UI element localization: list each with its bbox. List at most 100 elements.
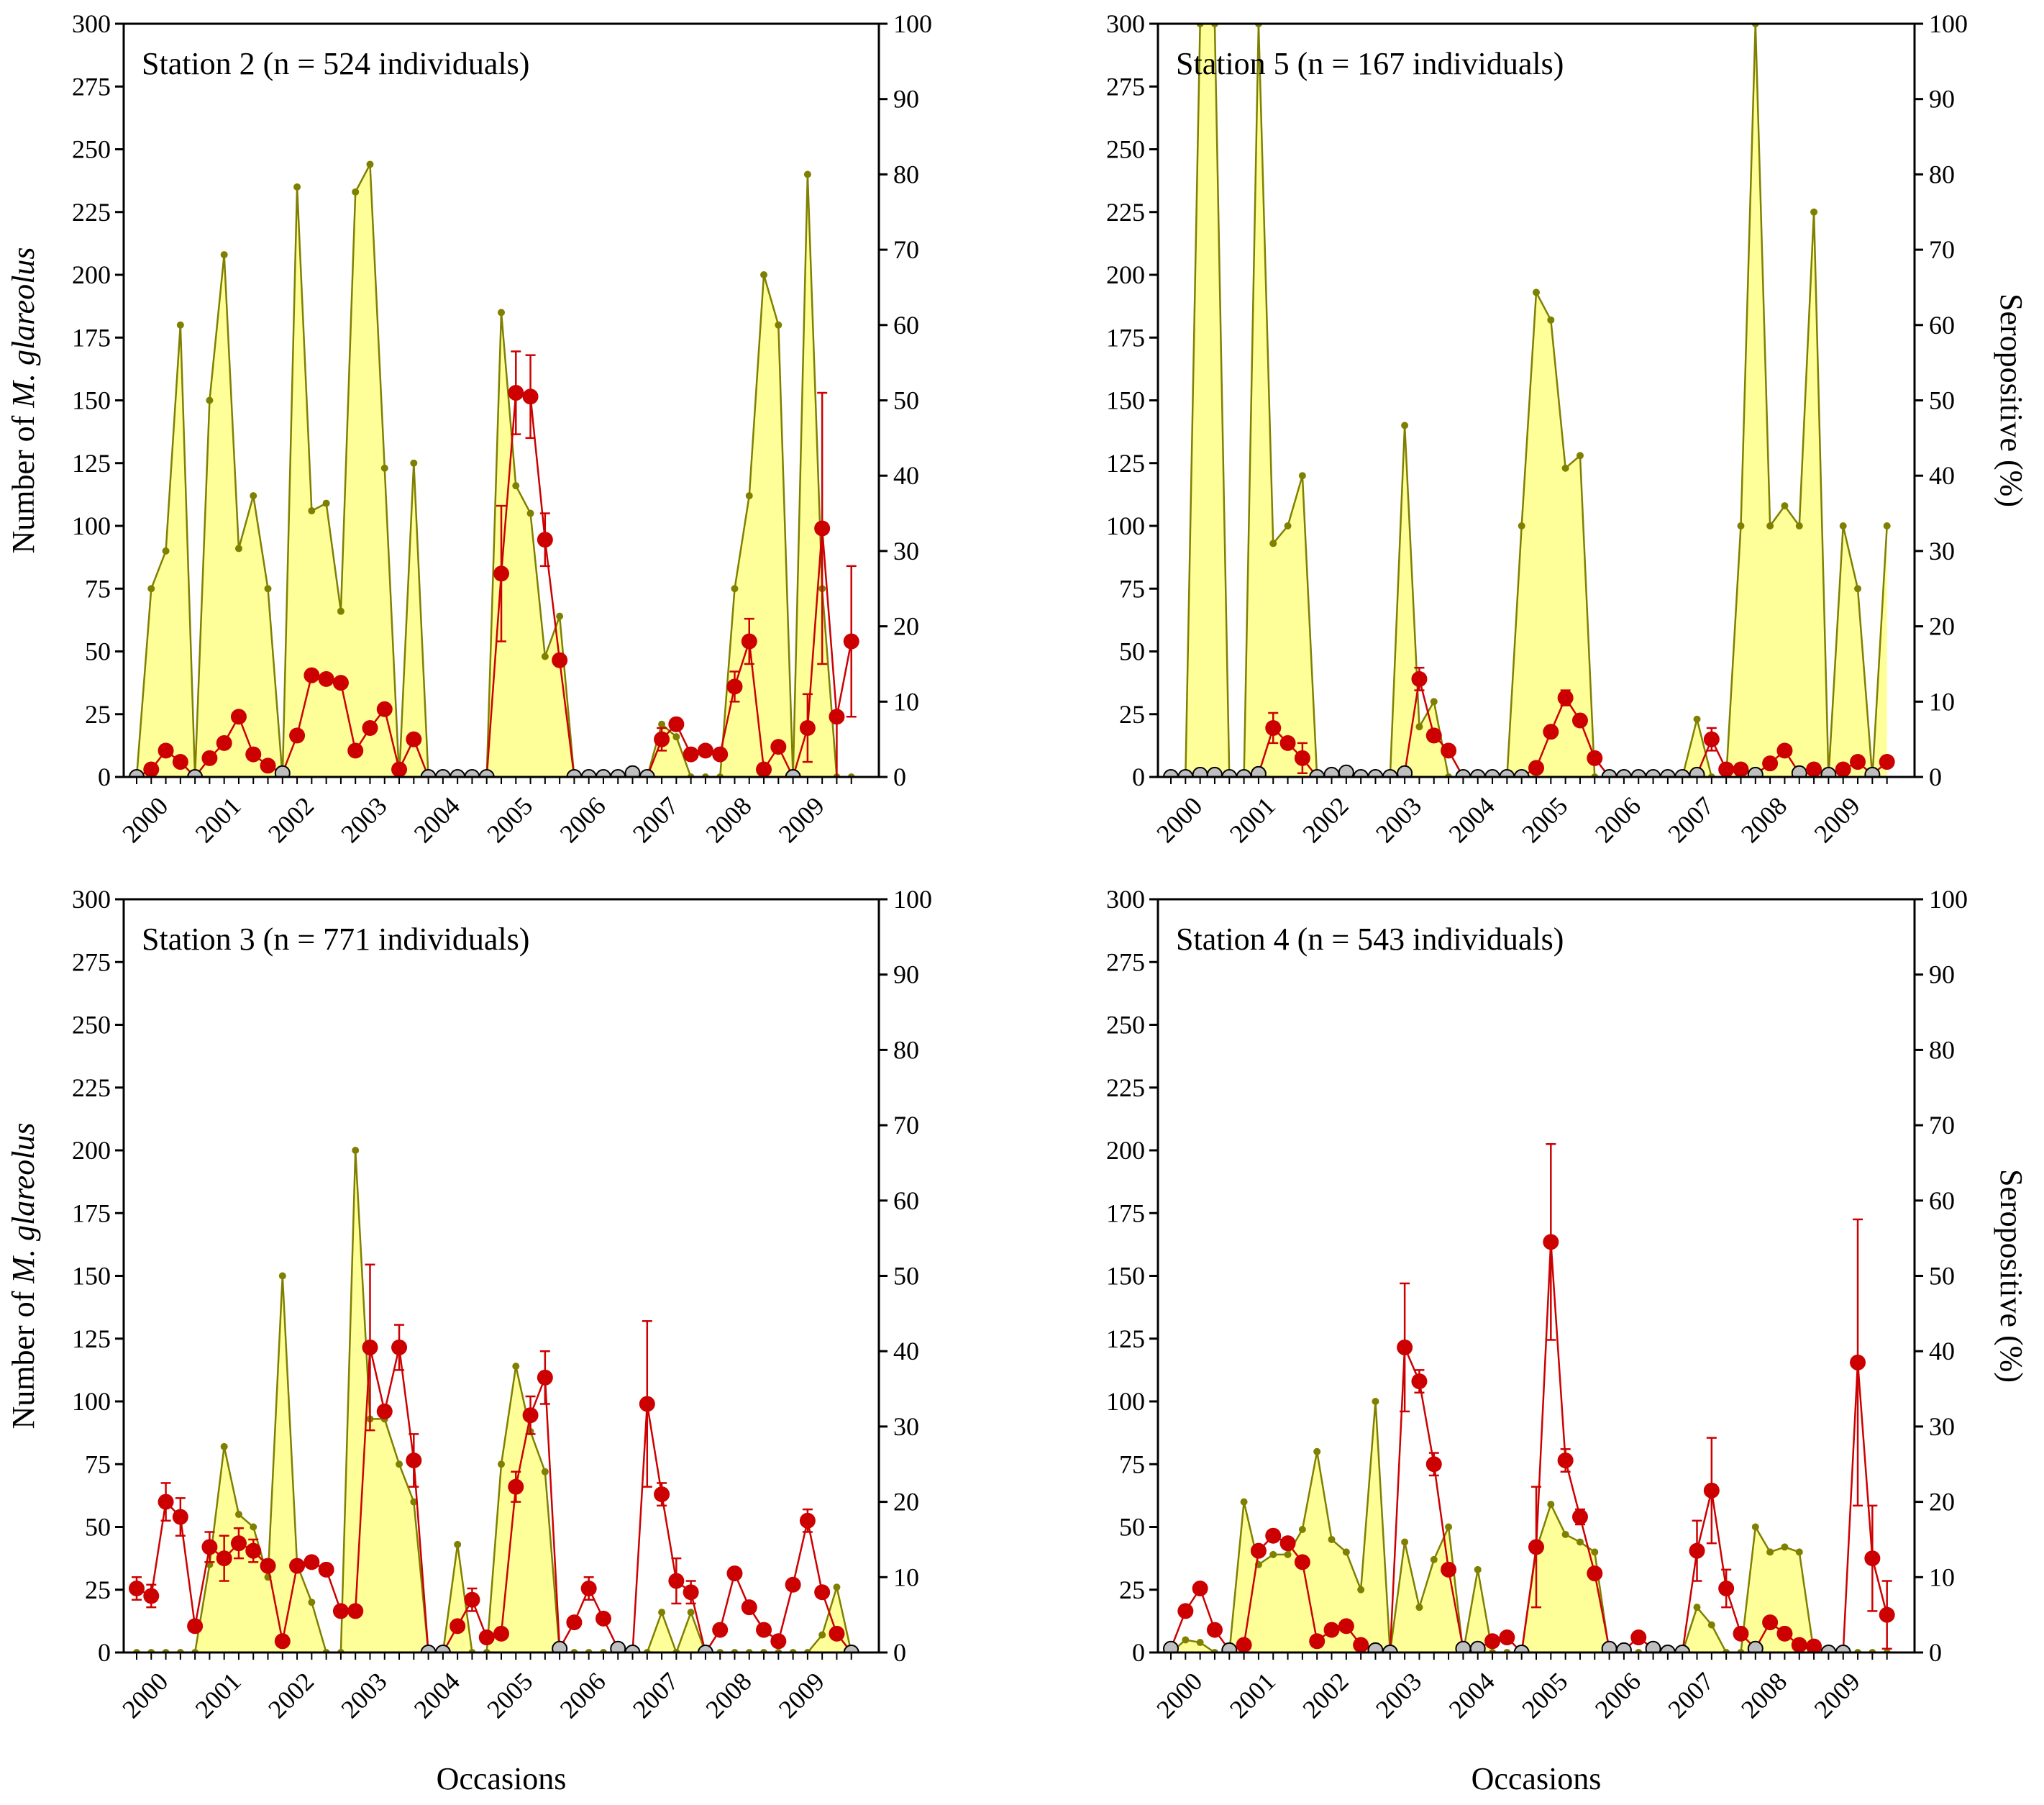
prevalence-point: [1776, 1625, 1793, 1642]
prevalence-point: [245, 746, 262, 763]
prevalence-point: [726, 1565, 743, 1582]
prevalence-point: [1557, 690, 1574, 706]
count-point: [526, 509, 534, 517]
prevalence-point: [1571, 1509, 1588, 1525]
count-point: [308, 507, 316, 515]
y-left-tick-label: 275: [1106, 947, 1145, 976]
y-left-tick-label: 25: [1119, 1576, 1145, 1604]
y-left-tick-label: 225: [72, 1073, 111, 1102]
panel-station-3: 0 25 50 75 100 125 150 175 200 225 250 275 300 0 10 20 3…: [6, 885, 932, 1796]
y-left-tick-label: 300: [1106, 885, 1145, 914]
prevalence-point: [1762, 1614, 1779, 1631]
prevalence-point: [1265, 1527, 1282, 1544]
prevalence-point: [683, 746, 699, 763]
y-left-tick-label: 50: [85, 637, 111, 666]
prevalence-point: [289, 727, 306, 744]
prevalence-point: [304, 667, 320, 683]
prevalence-point-zero: [1689, 766, 1705, 777]
prevalence-point-zero: [1674, 1645, 1691, 1652]
y-right-tick-label: 80: [893, 160, 919, 188]
x-year-label: 2001: [1224, 791, 1281, 848]
x-year-label: 2008: [1735, 791, 1792, 848]
prevalence-point-zero: [1221, 1642, 1238, 1652]
count-point: [250, 1523, 257, 1531]
count-point: [1547, 1501, 1555, 1509]
y-right-tick-label: 40: [893, 461, 919, 490]
count-point: [1839, 522, 1847, 529]
y-left-tick-label: 75: [85, 574, 111, 603]
prevalence-point: [493, 1625, 509, 1642]
count-area: [1171, 1401, 1887, 1652]
y-left-tick-label: 0: [1132, 1638, 1145, 1667]
prevalence-point: [274, 1633, 291, 1650]
prevalence-point-zero: [1835, 1645, 1851, 1652]
prevalence-point: [1864, 1550, 1881, 1567]
prevalence-point: [1441, 1561, 1457, 1578]
prevalence-point-zero: [1367, 769, 1384, 777]
count-point: [731, 585, 739, 593]
prevalence-point: [260, 758, 276, 774]
x-year-label: 2001: [1224, 1667, 1281, 1724]
prevalence-point: [1791, 1637, 1807, 1652]
y-right-tick-label: 30: [893, 537, 919, 565]
count-point: [1591, 1548, 1599, 1556]
y-left-tick-label: 25: [85, 700, 111, 729]
count-area: [137, 164, 852, 777]
y-left-title-text: Number of: [6, 408, 41, 554]
count-point: [234, 545, 242, 553]
prevalence-point: [1265, 719, 1282, 736]
y-right-tick-label: 100: [1929, 885, 1968, 914]
prevalence-point-zero: [1630, 769, 1647, 777]
count-point: [512, 1363, 520, 1370]
prevalence-point: [1733, 761, 1749, 777]
count-point: [1766, 522, 1774, 529]
y-right-tick-label: 20: [1929, 612, 1955, 641]
y-left-tick-label: 175: [1106, 323, 1145, 352]
prevalence-point-zero: [580, 769, 597, 777]
count-point: [556, 612, 564, 620]
y-left-tick-label: 175: [72, 323, 111, 352]
prevalence-point: [1192, 1581, 1208, 1597]
y-right-tick-label: 70: [893, 1111, 919, 1140]
x-year-label: 2006: [555, 1667, 611, 1724]
count-point: [162, 547, 170, 555]
x-year-label: 2006: [1589, 791, 1646, 848]
prevalence-point-zero: [785, 769, 801, 777]
x-year-label: 2000: [117, 791, 173, 848]
count-point: [1445, 1523, 1453, 1531]
prevalence-point: [1411, 670, 1428, 687]
prevalence-point-zero: [610, 769, 626, 777]
y-left-tick-label: 300: [72, 885, 111, 914]
count-point: [1240, 1498, 1248, 1506]
x-year-label: 2004: [1443, 1667, 1500, 1724]
y-left-tick-label: 50: [1119, 1513, 1145, 1542]
prevalence-point: [785, 1576, 801, 1593]
prevalence-point: [245, 1542, 262, 1559]
y-right-tick-label: 0: [893, 1638, 906, 1667]
count-point: [1707, 1621, 1715, 1629]
y-right-tick-label: 60: [893, 1186, 919, 1215]
y-left-tick-label: 125: [72, 1324, 111, 1353]
count-point: [1781, 1543, 1789, 1551]
y-right-tick-label: 20: [1929, 1488, 1955, 1517]
prevalence-point-zero: [1513, 769, 1530, 777]
y-right-tick-label: 60: [1929, 1186, 1955, 1215]
y-left-tick-label: 200: [1106, 1136, 1145, 1165]
y-right-title: Seropositive (%): [1994, 1169, 2029, 1383]
prevalence-point: [143, 761, 160, 777]
prevalence-point: [1411, 1373, 1428, 1390]
x-year-label: 2007: [1662, 791, 1719, 848]
count-point: [1284, 522, 1292, 529]
prevalence-point: [230, 1535, 247, 1552]
y-left-tick-label: 175: [72, 1199, 111, 1227]
y-left-tick-label: 0: [1132, 763, 1145, 791]
panel-title: Station 5 (n = 167 individuals): [1176, 46, 1564, 81]
prevalence-point: [1571, 712, 1588, 729]
prevalence-point: [799, 1512, 816, 1529]
prevalence-point: [1806, 761, 1822, 777]
x-year-label: 2005: [481, 1667, 538, 1724]
y-right-tick-label: 0: [893, 763, 906, 791]
count-point: [1298, 472, 1306, 480]
prevalence-point: [201, 750, 218, 766]
panel-title: Station 3 (n = 771 individuals): [142, 922, 529, 957]
